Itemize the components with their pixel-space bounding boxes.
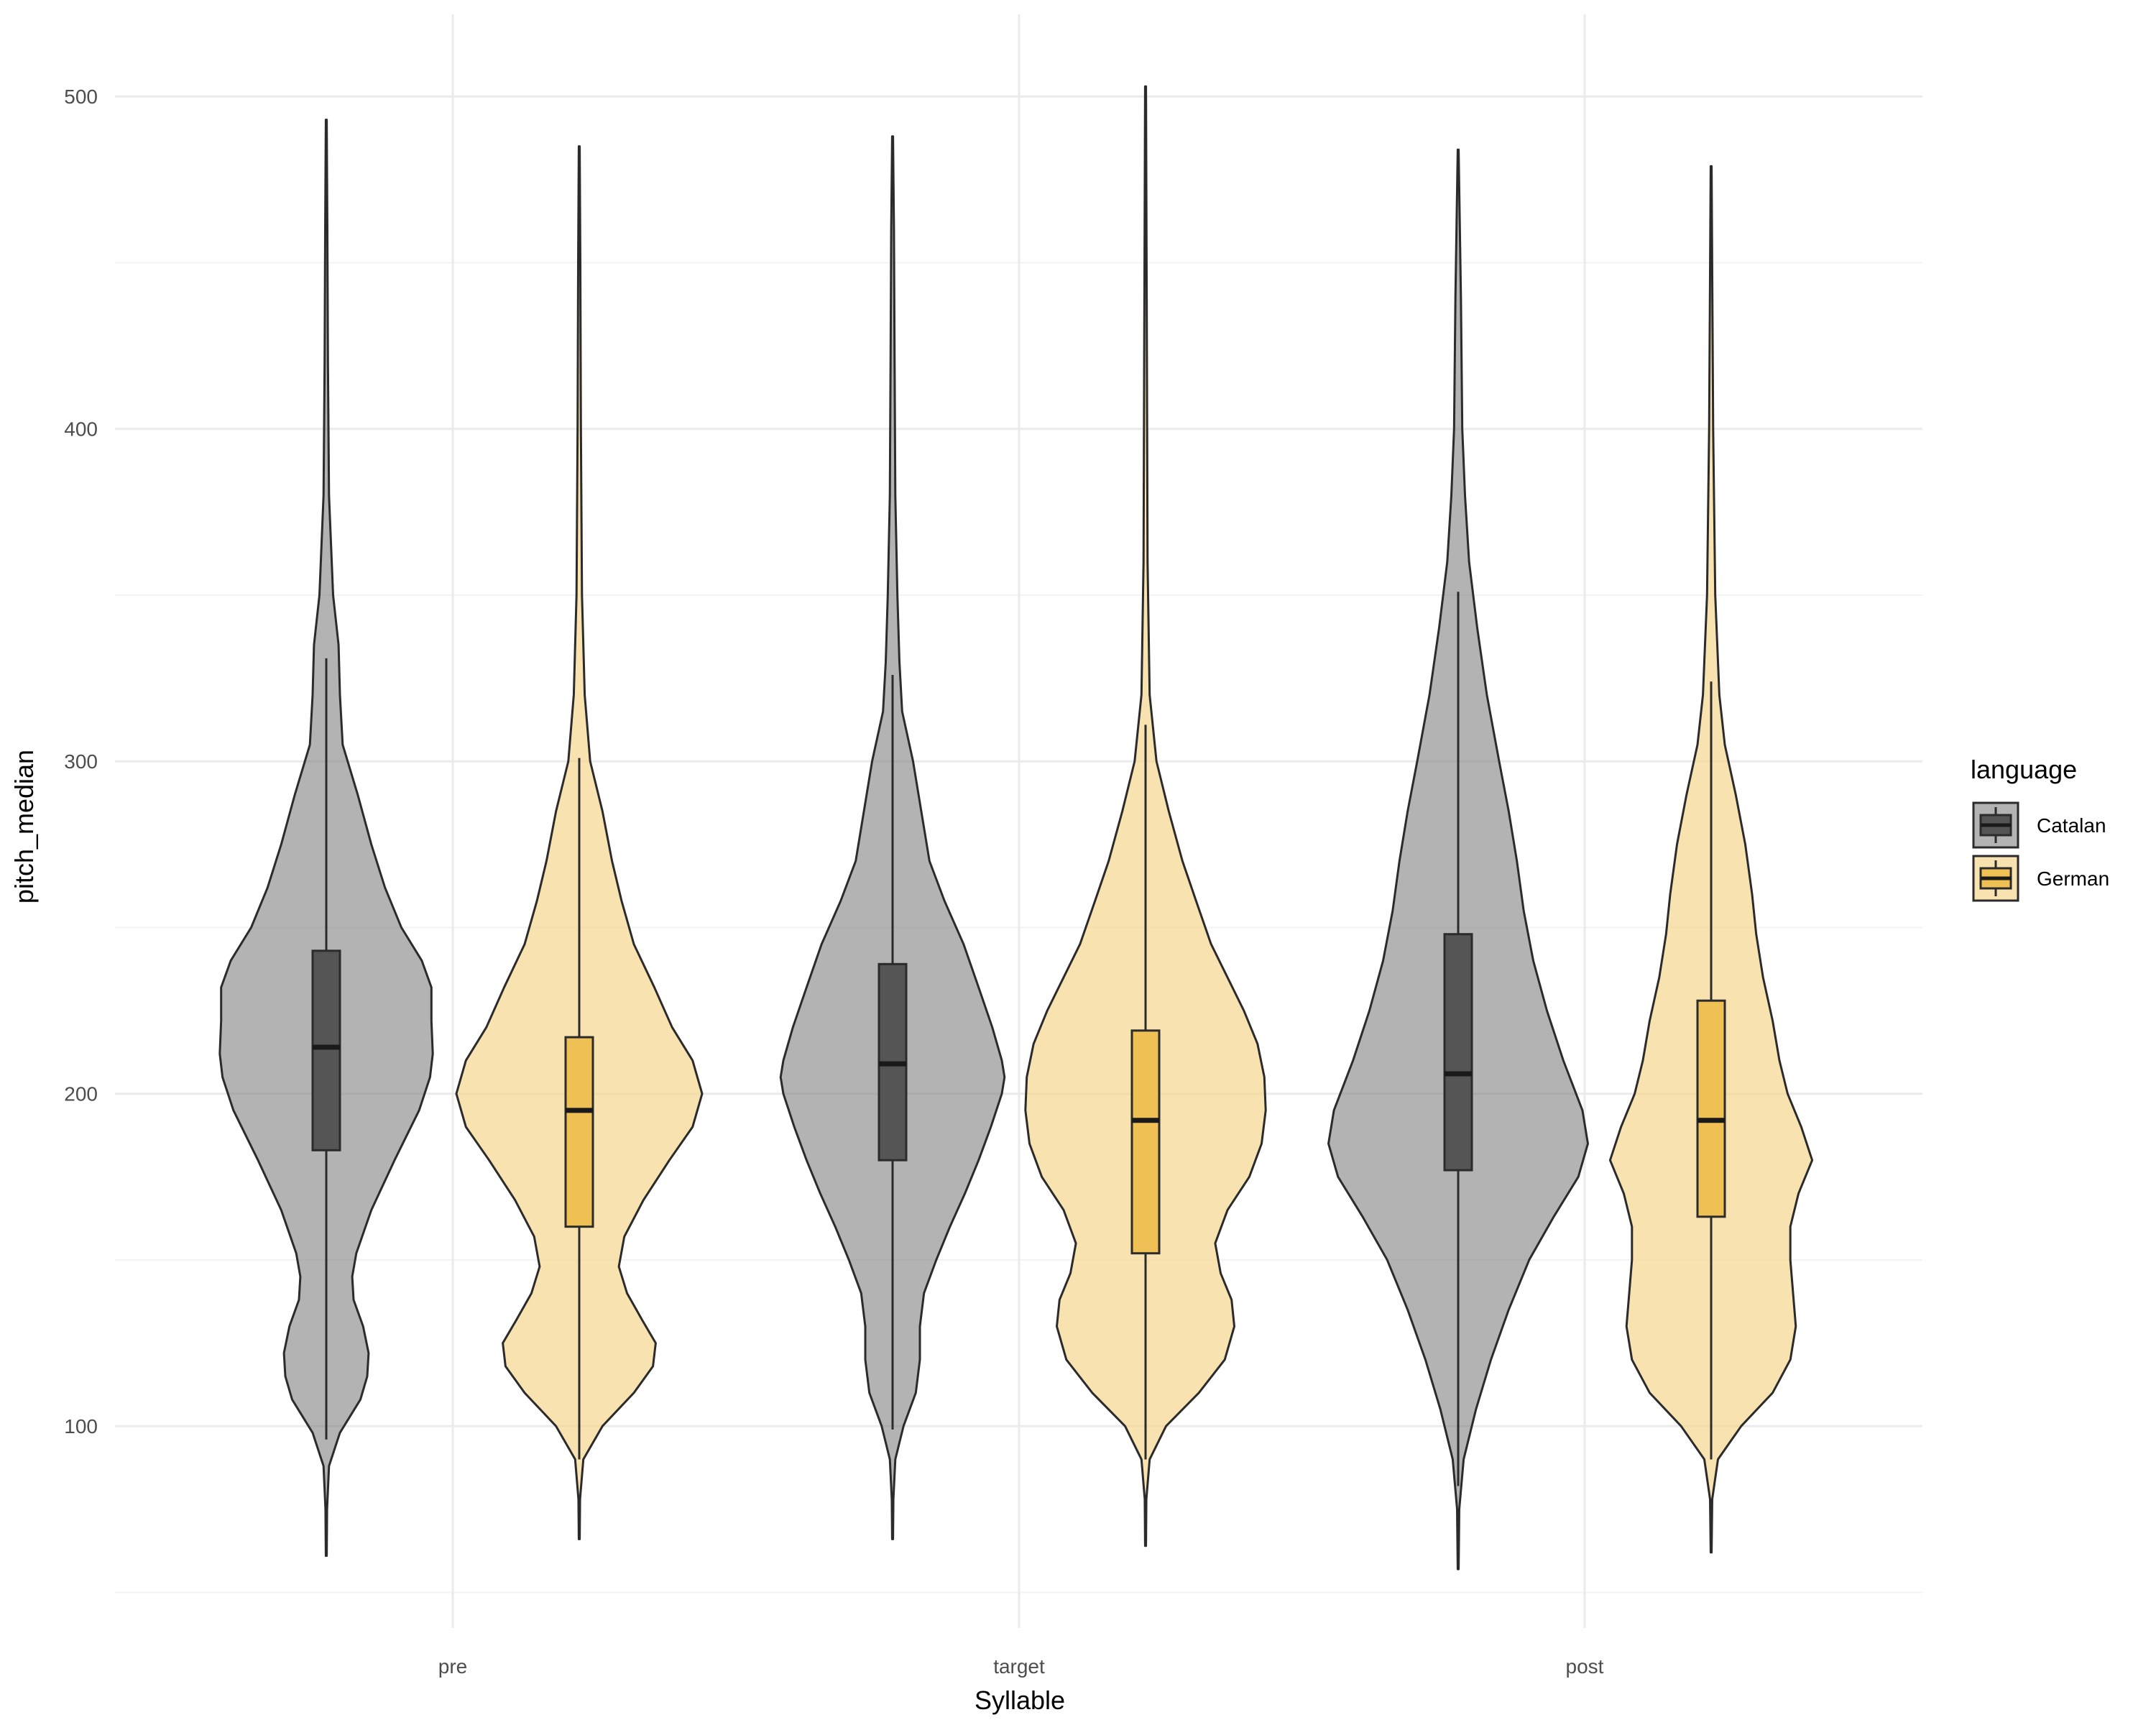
legend-entry-catalan: Catalan — [1972, 801, 2106, 849]
y-tick-label: 200 — [64, 1083, 98, 1105]
grid-lines — [115, 14, 1922, 1628]
y-axis-ticks: 100 200 300 400 500 — [64, 86, 98, 1438]
legend-entries: Catalan German — [1972, 801, 2109, 902]
x-axis-ticks: pre target post — [438, 1655, 1604, 1678]
y-tick-label: 300 — [64, 750, 98, 773]
y-tick-label: 400 — [64, 418, 98, 441]
box-catalan-pre — [311, 949, 341, 1151]
box-german-target — [1130, 1029, 1161, 1255]
x-tick-label: target — [993, 1655, 1045, 1678]
legend-label-catalan: Catalan — [2037, 814, 2106, 837]
legend-label-german: German — [2037, 868, 2109, 890]
box-german-post — [1696, 999, 1726, 1218]
box-catalan-post — [1443, 933, 1473, 1172]
box-german-pre — [564, 1036, 594, 1228]
legend-title: language — [1971, 755, 2077, 784]
y-axis-title: pitch_median — [9, 750, 39, 903]
legend: language Catalan German — [1971, 755, 2109, 902]
violins — [218, 85, 1814, 1570]
x-tick-label: post — [1566, 1655, 1604, 1678]
legend-entry-german: German — [1972, 855, 2109, 902]
y-tick-label: 100 — [64, 1415, 98, 1438]
x-tick-label: pre — [438, 1655, 467, 1678]
x-axis-title: Syllable — [975, 1685, 1065, 1715]
y-tick-label: 500 — [64, 86, 98, 108]
